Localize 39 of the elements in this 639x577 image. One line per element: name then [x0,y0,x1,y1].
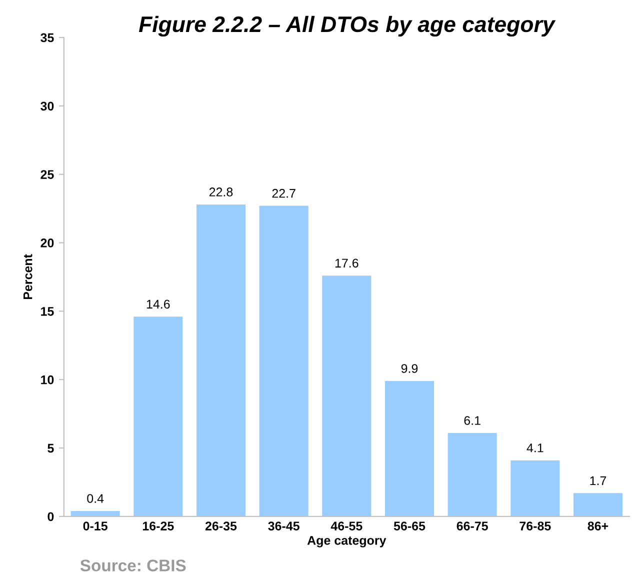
bar [70,510,120,516]
bar [448,432,497,516]
x-tick-label: 86+ [588,522,608,530]
bar [196,204,246,516]
bar [134,316,183,516]
data-label: 4.1 [526,444,544,452]
y-tick-label: 35 [40,33,54,42]
data-label: 22.8 [209,188,233,196]
bar [322,276,372,516]
y-tick-label: 5 [48,444,54,453]
data-label: 17.6 [335,258,358,268]
bar [510,460,560,516]
x-tick-label: 66-75 [456,522,488,530]
data-label: 6.1 [464,416,480,425]
chart-title: Figure 2.2.2 – All DTOs by age category [138,16,556,37]
x-tick-label: 76-85 [520,522,551,530]
data-label: 1.7 [590,476,606,486]
x-tick-label: 46-55 [330,522,362,530]
y-tick-label: 15 [41,307,54,316]
y-tick-label: 25 [40,170,54,179]
bar [384,380,434,516]
data-label: 0.4 [87,494,104,503]
source-note: Source: CBIS [80,560,186,572]
y-tick-label: 30 [40,102,54,111]
y-tick-label: 20 [40,238,54,248]
y-axis-title: Percent [24,254,32,300]
x-tick-label: 36-45 [268,522,300,530]
y-tick-label: 10 [41,375,54,384]
data-label: 14.6 [146,300,170,309]
data-label: 9.9 [401,364,418,373]
x-axis-title: Age category [307,536,386,548]
bar [573,493,623,516]
data-label: 22.7 [272,188,296,198]
x-tick-label: 26-35 [205,522,237,530]
x-tick-label: 56-65 [394,522,426,530]
y-tick-label: 0 [48,512,54,522]
x-tick-label: 16-25 [142,522,174,530]
bar [259,206,308,516]
x-tick-label: 0-15 [83,522,108,530]
